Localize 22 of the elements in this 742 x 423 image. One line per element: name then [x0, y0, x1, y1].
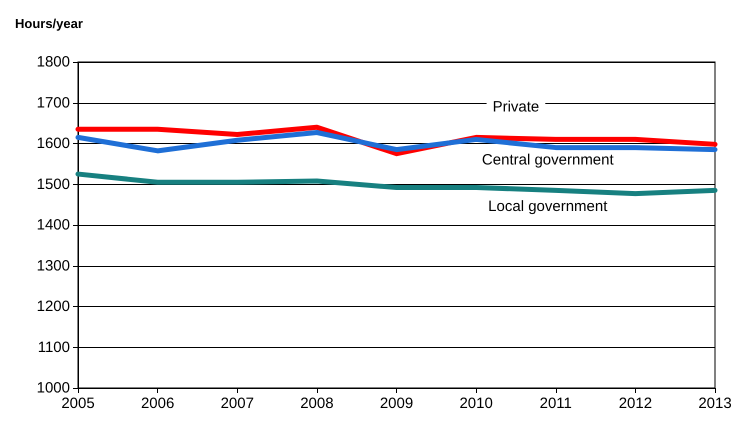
x-tick-label: 2013 — [698, 395, 732, 412]
x-tick-label: 2011 — [540, 395, 572, 412]
y-axis-title: Hours/year — [15, 16, 83, 31]
series-label: Local government — [488, 198, 608, 216]
x-tick-label: 2008 — [300, 395, 334, 412]
series-label: Central government — [482, 151, 614, 168]
y-tick-label: 1000 — [36, 380, 70, 396]
x-tick-label: 2012 — [618, 395, 652, 412]
x-tick-label: 2006 — [140, 395, 174, 412]
x-tick-label: 2010 — [459, 395, 493, 412]
x-tick-label: 2007 — [220, 395, 254, 412]
series-label: Private — [492, 98, 540, 116]
x-tick-label: 2009 — [380, 395, 414, 412]
y-tick-label: 1700 — [36, 94, 70, 112]
y-tick-label: 1600 — [36, 135, 70, 152]
y-tick-label: 1200 — [36, 298, 70, 315]
x-tick-label: 2005 — [61, 395, 95, 412]
y-tick-label: 1300 — [36, 257, 70, 274]
y-tick-label: 1800 — [36, 54, 70, 70]
y-tick-label: 1500 — [36, 176, 70, 193]
y-tick-label: 1400 — [36, 216, 70, 234]
y-tick-label: 1100 — [38, 338, 70, 356]
